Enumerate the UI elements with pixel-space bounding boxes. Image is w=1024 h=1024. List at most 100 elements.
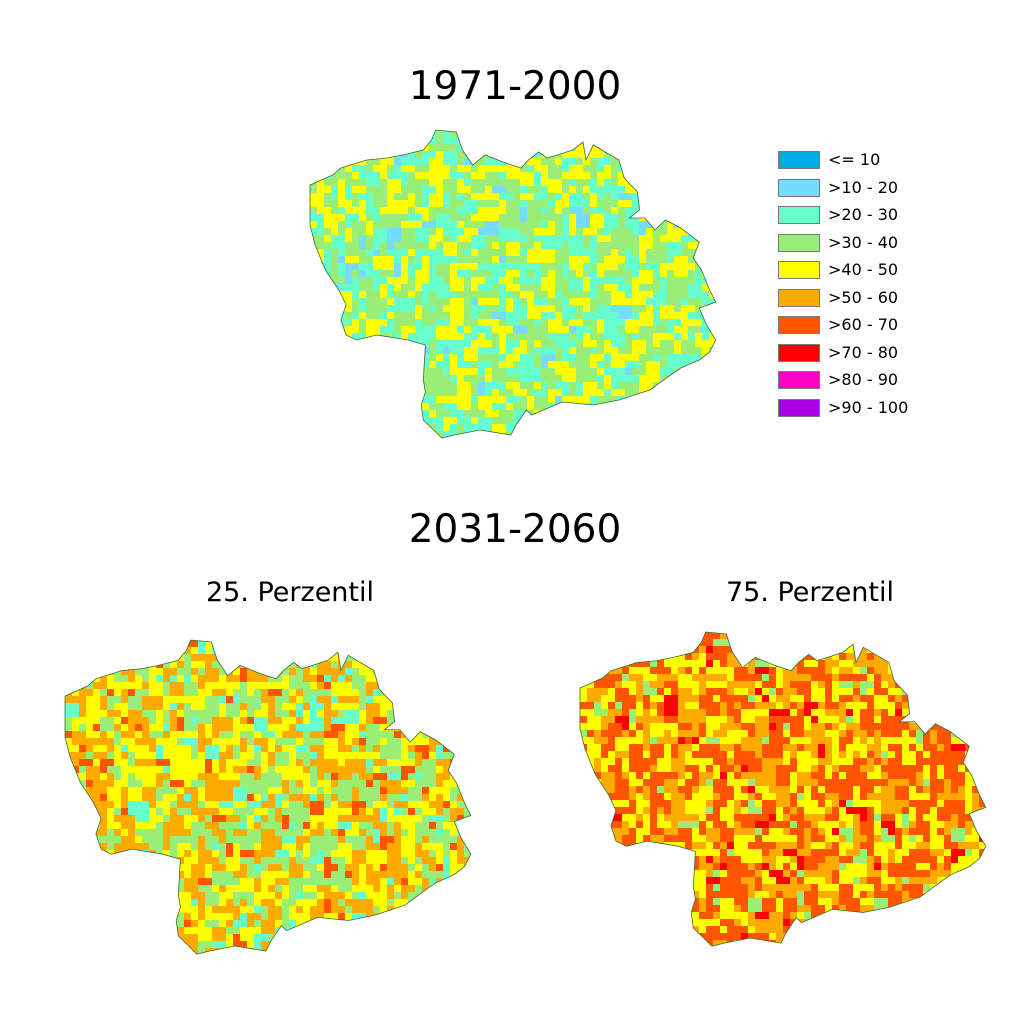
map-cell	[611, 207, 618, 214]
map-cell	[520, 235, 527, 242]
map-cell	[601, 674, 615, 688]
map-cell	[212, 773, 219, 787]
map-cell	[107, 647, 121, 661]
map-cell	[944, 737, 951, 751]
map-cell	[713, 653, 720, 660]
map-cell	[611, 256, 625, 263]
map-cell	[107, 773, 114, 787]
map-cell	[874, 821, 881, 835]
map-cell	[685, 821, 699, 828]
map-cell	[86, 934, 93, 941]
map-cell	[667, 158, 681, 165]
map-cell	[324, 382, 338, 396]
map-cell	[916, 730, 923, 744]
map-cell	[709, 354, 716, 361]
map-cell	[198, 913, 205, 920]
map-cell	[643, 772, 650, 779]
map-cell	[331, 640, 345, 647]
map-cell	[100, 906, 107, 920]
map-cell	[163, 731, 170, 738]
map-cell	[114, 955, 128, 969]
map-cell	[629, 709, 636, 723]
map-cell	[471, 724, 478, 738]
map-cell	[520, 417, 534, 424]
map-cell	[471, 193, 485, 200]
map-cell	[965, 940, 979, 947]
map-cell	[170, 899, 177, 913]
map-cell	[881, 814, 888, 821]
map-cell	[902, 926, 916, 940]
map-cell	[583, 417, 597, 424]
map-cell	[846, 835, 853, 842]
map-cell	[569, 417, 583, 424]
map-cell	[128, 696, 142, 710]
map-cell	[520, 207, 527, 221]
map-cell	[86, 780, 93, 787]
map-cell	[303, 955, 317, 969]
map-cell	[594, 807, 608, 814]
map-cell	[310, 284, 324, 291]
map-cell	[909, 807, 916, 821]
map-cell	[464, 717, 471, 724]
map-cell	[723, 291, 737, 305]
map-cell	[972, 737, 986, 744]
map-cell	[608, 821, 622, 828]
map-cell	[205, 745, 219, 759]
map-cell	[422, 773, 436, 787]
map-cell	[471, 710, 485, 717]
map-cell	[247, 668, 261, 682]
map-cell	[695, 186, 709, 200]
map-cell	[317, 920, 331, 927]
map-cell	[212, 724, 219, 738]
map-cell	[394, 668, 408, 675]
map-cell	[783, 940, 797, 947]
map-cell	[408, 389, 415, 403]
map-cell	[650, 674, 657, 681]
map-cell	[702, 137, 716, 144]
legend-item: >60 - 70	[778, 315, 938, 337]
map-cell	[825, 926, 832, 940]
map-cell	[874, 940, 888, 947]
map-cell	[993, 681, 1007, 688]
map-cell	[895, 786, 902, 793]
map-cell	[436, 941, 450, 955]
map-cell	[853, 702, 867, 709]
map-cell	[149, 710, 156, 724]
map-cell	[951, 688, 958, 702]
map-cell	[443, 151, 457, 165]
map-cell	[587, 947, 601, 961]
map-cell	[72, 857, 79, 871]
map-cell	[499, 396, 506, 403]
map-cell	[678, 653, 685, 660]
map-cell	[608, 751, 615, 765]
map-cell	[587, 912, 601, 926]
map-cell	[583, 263, 590, 270]
map-cell	[373, 829, 380, 836]
map-subtitle-75-perzentil: 75. Perzentil	[725, 577, 895, 608]
map-cell	[100, 647, 107, 661]
map-cell	[485, 221, 499, 235]
map-cell	[513, 326, 527, 333]
map-cell	[499, 445, 506, 459]
map-cell	[268, 654, 275, 661]
map-cell	[247, 703, 254, 717]
map-cell	[443, 689, 450, 696]
map-cell	[590, 396, 597, 403]
map-cell	[422, 675, 436, 689]
map-cell	[741, 821, 755, 828]
map-cell	[534, 319, 541, 326]
map-cell	[149, 941, 163, 948]
map-cell	[527, 263, 541, 270]
map-cell	[121, 787, 128, 801]
map-cell	[783, 639, 790, 646]
map-cell	[317, 745, 324, 752]
map-cell	[825, 702, 839, 709]
map-cell	[296, 941, 303, 948]
map-cell	[359, 235, 366, 249]
map-cell	[660, 333, 674, 340]
map-cell	[436, 892, 450, 906]
map-cell	[583, 137, 597, 144]
map-cell	[580, 653, 594, 667]
map-cell	[93, 780, 107, 787]
map-cell	[401, 354, 408, 361]
